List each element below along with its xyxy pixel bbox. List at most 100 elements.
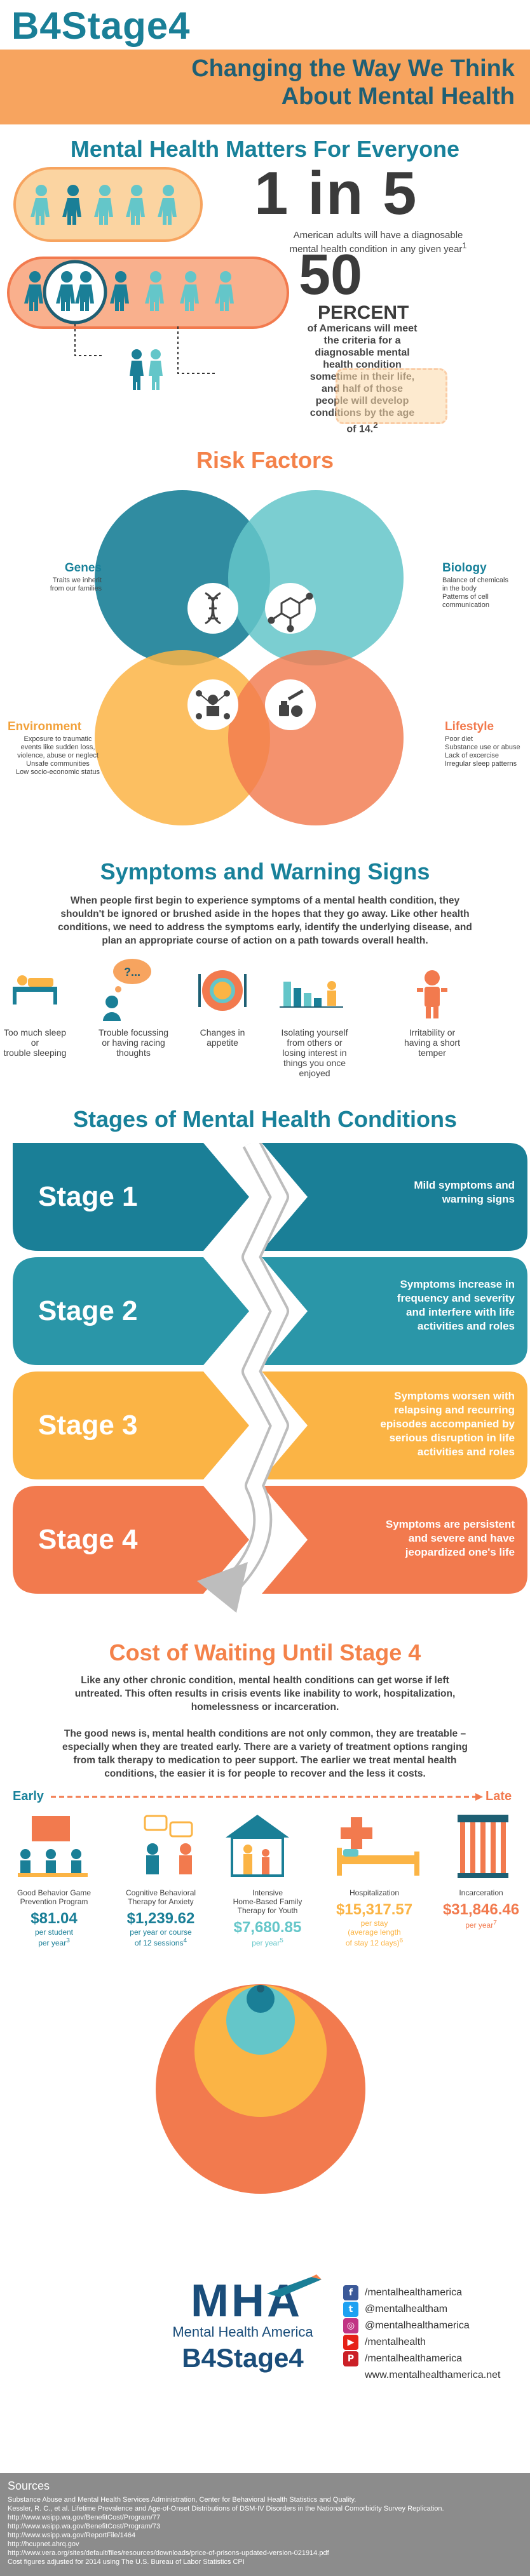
one-in-five-stat: 1 in 5 bbox=[254, 159, 418, 227]
person-icon bbox=[24, 271, 43, 311]
cost-item-subtext-line: (average length bbox=[348, 1928, 401, 1937]
social-link[interactable]: P/mentalhealthamerica bbox=[343, 2351, 521, 2367]
footnote-ref: 7 bbox=[493, 1919, 497, 1926]
facebook-icon: f bbox=[343, 2285, 358, 2300]
lifestyle-circle bbox=[228, 650, 404, 825]
subtitle-line-2: About Mental Health bbox=[281, 83, 515, 110]
footnote-ref: 5 bbox=[280, 1937, 283, 1944]
cost-item-title-line: Good Behavior Game bbox=[17, 1888, 92, 1897]
biology-caption: Balance of chemicals in the body Patterns … bbox=[442, 577, 529, 610]
source-line: Cost figures adjusted for 2014 using The… bbox=[8, 2558, 245, 2566]
footnote-ref: 3 bbox=[66, 1937, 70, 1944]
symptom-label-appetite: Changes in appetite bbox=[187, 1027, 257, 1048]
symptoms-intro-line: plan an appropriate course of action on … bbox=[102, 935, 428, 946]
symptoms-intro-line: shouldn't be ignored or brushed aside in… bbox=[60, 909, 470, 919]
org-name: Mental Health America bbox=[172, 2324, 313, 2340]
biology-caption-line: Balance of chemicals bbox=[442, 577, 508, 584]
cost-item-title-line: Therapy for Youth bbox=[237, 1906, 298, 1915]
cost-item-subtext-line: per student bbox=[34, 1928, 74, 1937]
cost-item-title-line: Home-Based Family bbox=[233, 1897, 302, 1906]
symptom-label-line: trouble sleeping bbox=[3, 1048, 67, 1058]
footnote-ref: 6 bbox=[399, 1937, 404, 1944]
person-icon bbox=[215, 271, 234, 311]
genes-caption: Traits we inherit from our families bbox=[13, 577, 102, 593]
stage-description-line: and interfere with life bbox=[406, 1306, 515, 1318]
cost-item-title-line: Hospitalization bbox=[349, 1888, 400, 1897]
symptoms-intro-line: conditions, we need to address the sympt… bbox=[58, 922, 472, 933]
lifestyle-caption: Poor diet Substance use or abuse Lack of e… bbox=[445, 735, 530, 768]
cost-item-subtext: per year5 bbox=[220, 1937, 315, 1947]
social-link[interactable]: ▶ /mentalhealth bbox=[343, 2334, 521, 2351]
website-link[interactable]: www.mentalhealthamerica.net bbox=[365, 2370, 501, 2380]
late-label: Late bbox=[486, 1789, 512, 1803]
stage-description-line: serious disruption in life bbox=[389, 1432, 515, 1444]
symptom-label-line: Changes in bbox=[200, 1027, 245, 1038]
cost-paragraph-line: from talk therapy to medication to peer … bbox=[73, 1755, 457, 1766]
cost-item-title: Hospitalization bbox=[327, 1888, 422, 1897]
source-line: http://www.wsipp.wa.gov/BenefitCost/Prog… bbox=[8, 2514, 161, 2521]
cost-paragraph-2: The good news is, mental health conditio… bbox=[13, 1727, 517, 1780]
people-network-icon bbox=[196, 690, 230, 719]
cost-item-title-line: Intensive bbox=[252, 1888, 283, 1897]
cost-item: Hospitalization $15,317.57 per stay (averag… bbox=[327, 1888, 422, 1947]
environment-caption-line: Unsafe communities bbox=[26, 760, 90, 768]
cost-paragraph-line: homelessness or incarceration. bbox=[191, 1702, 339, 1712]
social-link[interactable]: f/mentalhealthamerica bbox=[343, 2285, 521, 2301]
symptom-label-line: or having racing bbox=[102, 1038, 165, 1048]
source-line: http://www.vera.org/sites/default/files/… bbox=[8, 2549, 329, 2557]
stage-3-description: Symptoms worsen with relapsing and recurr… bbox=[330, 1389, 515, 1459]
environment-caption: Exposure to traumatic events like sudden … bbox=[4, 735, 112, 777]
source-line: http://hcupnet.ahrq.gov bbox=[8, 2540, 79, 2548]
one-in-five-caption-line: mental health condition in any given yea… bbox=[245, 241, 512, 255]
person-icon bbox=[75, 271, 94, 311]
symptom-label-line: temper bbox=[418, 1048, 446, 1058]
percent-label: PERCENT bbox=[318, 302, 409, 323]
social-link[interactable]: t @mentalhealtham bbox=[343, 2301, 521, 2318]
angry-icon bbox=[417, 970, 447, 1018]
cost-item: Good Behavior Game Prevention Program $81.… bbox=[6, 1888, 102, 1947]
cost-item-subtext-line: per year or course bbox=[130, 1928, 192, 1937]
cost-item-title: Cognitive Behavioral Therapy for Anxiety bbox=[113, 1888, 208, 1906]
torch-icon bbox=[267, 2274, 322, 2297]
social-handle: /mentalhealthamerica bbox=[365, 2353, 462, 2364]
cost-item-title: Incarceration bbox=[433, 1888, 529, 1897]
instagram-icon: ◎ bbox=[343, 2318, 358, 2333]
person-icon bbox=[145, 271, 164, 311]
stage-2-band bbox=[13, 1257, 527, 1365]
circle-prevention bbox=[257, 1985, 264, 1992]
person-icon bbox=[62, 185, 81, 225]
person-icon bbox=[56, 271, 75, 311]
sources-panel: Sources Substance Abuse and Mental Healt… bbox=[0, 2473, 530, 2576]
symptom-label-isolation: Isolating yourself from others or losing i… bbox=[273, 1027, 356, 1078]
cost-item-subtext: per stay (average length of stay 12 days)6 bbox=[327, 1919, 422, 1947]
lifestyle-caption-line: Poor diet bbox=[445, 735, 473, 743]
sources-list: Substance Abuse and Mental Health Servic… bbox=[0, 2495, 530, 2566]
cost-items: Good Behavior Game Prevention Program $81.… bbox=[0, 1888, 530, 1990]
cost-item-subtext: per year or course of 12 sessions4 bbox=[113, 1928, 208, 1947]
symptom-label-focus: Trouble focussing or having racing thought… bbox=[95, 1027, 172, 1058]
stage-description-line: activities and roles bbox=[417, 1320, 515, 1332]
biology-title: Biology bbox=[442, 561, 487, 575]
cost-heading: Cost of Waiting Until Stage 4 bbox=[109, 1639, 421, 1665]
person-icon bbox=[158, 185, 177, 225]
symptom-label-irritability: Irritability or having a short temper bbox=[394, 1027, 470, 1058]
footnote-ref: 2 bbox=[373, 420, 378, 430]
hospital-bed-icon bbox=[337, 1817, 419, 1876]
stage-description-line: warning signs bbox=[442, 1193, 515, 1205]
source-line: Substance Abuse and Mental Health Servic… bbox=[8, 2496, 357, 2504]
cost-item-title: Good Behavior Game Prevention Program bbox=[6, 1888, 102, 1906]
one-in-five-caption-line: American adults will have a diagnosable bbox=[293, 230, 463, 241]
stage-2-description: Symptoms increase in frequency and severi… bbox=[330, 1278, 515, 1333]
person-icon bbox=[94, 185, 113, 225]
jail-icon bbox=[458, 1815, 508, 1878]
fifty-caption-line: the criteria for a bbox=[323, 335, 401, 346]
stage-description-line: Symptoms are persistent bbox=[385, 1518, 515, 1530]
social-link[interactable]: ◎ @mentalhealthamerica bbox=[343, 2318, 521, 2334]
symptom-label-sleep: Too much sleep or trouble sleeping bbox=[0, 1027, 70, 1058]
symptom-label-line: things you once bbox=[283, 1058, 346, 1068]
person-icon bbox=[126, 185, 145, 225]
cost-item-subtext: per year7 bbox=[433, 1919, 529, 1930]
biology-caption-line: in the body bbox=[442, 585, 477, 592]
stage-4-label: Stage 4 bbox=[38, 1524, 138, 1555]
source-line: http://www.wsipp.wa.gov/ReportFile/1464 bbox=[8, 2532, 136, 2539]
